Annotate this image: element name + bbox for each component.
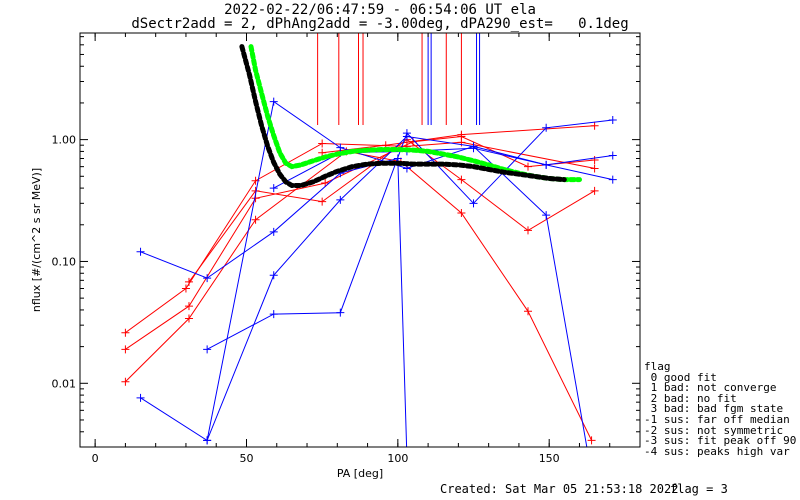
flag-legend: flag 0 good fit 1 bad: not converge 2 ba…: [644, 360, 797, 458]
chart-subtitle: dSectr2add = 2, dPhAng2add = -3.00deg, d…: [131, 16, 629, 32]
data-series-line: [125, 150, 593, 441]
data-point: [184, 302, 193, 311]
data-series-line: [140, 157, 408, 447]
data-point: [269, 97, 278, 106]
x-tick-label: 100: [387, 452, 408, 465]
flag-legend-item: 3 bad: bad fgm state: [644, 402, 784, 416]
data-point: [524, 162, 532, 171]
flag-legend-item: -3 sus: fit peak off 90: [644, 434, 797, 448]
flag-legend-item: -1 sus: far off median: [644, 412, 790, 426]
data-point: [542, 211, 551, 220]
data-point: [402, 129, 411, 138]
data-series-line: [140, 135, 613, 442]
y-tick-label: 1.00: [52, 134, 77, 147]
flag-legend-title: flag: [644, 360, 671, 373]
fit-curve: [248, 44, 582, 183]
data-point: [203, 436, 212, 445]
x-tick-label: 0: [92, 452, 99, 465]
flag-legend-item: 2 bad: no fit: [644, 391, 737, 405]
flag-legend-item: -2 sus: not symmetric: [644, 423, 784, 437]
y-axis-label: nflux [#/(cm^2 s sr MeV)]: [30, 168, 43, 312]
data-point: [524, 307, 532, 316]
y-tick-label: 0.01: [52, 377, 77, 390]
plot-area: [121, 33, 617, 461]
y-tick-label: 0.10: [52, 255, 77, 268]
data-point: [121, 328, 130, 337]
data-point: [590, 164, 599, 173]
data-series-line: [273, 147, 613, 189]
data-point: [542, 123, 551, 132]
data-point: [321, 179, 330, 188]
x-tick-label: 50: [239, 452, 253, 465]
data-point: [608, 175, 617, 184]
data-point: [590, 186, 599, 195]
data-point: [269, 271, 278, 280]
data-point: [469, 144, 478, 153]
flag-value: flag = 3: [670, 482, 728, 496]
data-point: [524, 226, 532, 235]
data-point: [269, 227, 278, 236]
data-point: [585, 453, 593, 461]
data-point: [251, 215, 260, 224]
data-series-line: [125, 141, 595, 334]
data-point: [590, 156, 599, 165]
data-series-line: [206, 119, 613, 350]
data-point: [269, 310, 278, 319]
data-point: [269, 184, 278, 193]
created-timestamp: Created: Sat Mar 05 21:53:18 2022: [440, 482, 679, 496]
fit-curve: [239, 44, 567, 188]
x-tick-label: 150: [539, 452, 560, 465]
data-point: [608, 115, 617, 124]
axes: 0 50 100 150 0.01 0.10 1.00 PA [deg] nflux [#/(c…: [30, 32, 641, 480]
data-point: [203, 274, 212, 283]
flag-legend-item: 1 bad: not converge: [644, 381, 777, 395]
data-point: [469, 199, 478, 208]
data-point: [203, 345, 212, 354]
data-layer: [121, 33, 617, 461]
data-point: [121, 345, 130, 354]
data-point: [457, 130, 466, 139]
flag-legend-item: -4 sus: peaks high var: [644, 444, 790, 458]
data-point: [318, 139, 327, 148]
x-axis-label: PA [deg]: [337, 467, 383, 480]
flag-legend-item: 0 good fit: [644, 370, 717, 384]
chart-title: 2022-02-22/06:47:59 - 06:54:06 UT ela: [224, 2, 536, 18]
data-point: [121, 377, 130, 386]
data-point: [136, 393, 145, 402]
data-point: [457, 208, 466, 217]
data-point: [318, 197, 327, 206]
data-point: [184, 277, 193, 286]
data-point: [542, 160, 551, 169]
plot-frame: [79, 32, 641, 448]
data-point: [590, 121, 599, 130]
data-point: [181, 284, 190, 293]
data-point: [336, 195, 345, 204]
data-point: [457, 175, 466, 184]
data-point: [608, 151, 617, 160]
data-point: [587, 436, 596, 445]
data-point: [184, 314, 193, 323]
data-point: [136, 247, 145, 256]
data-point: [336, 308, 345, 317]
